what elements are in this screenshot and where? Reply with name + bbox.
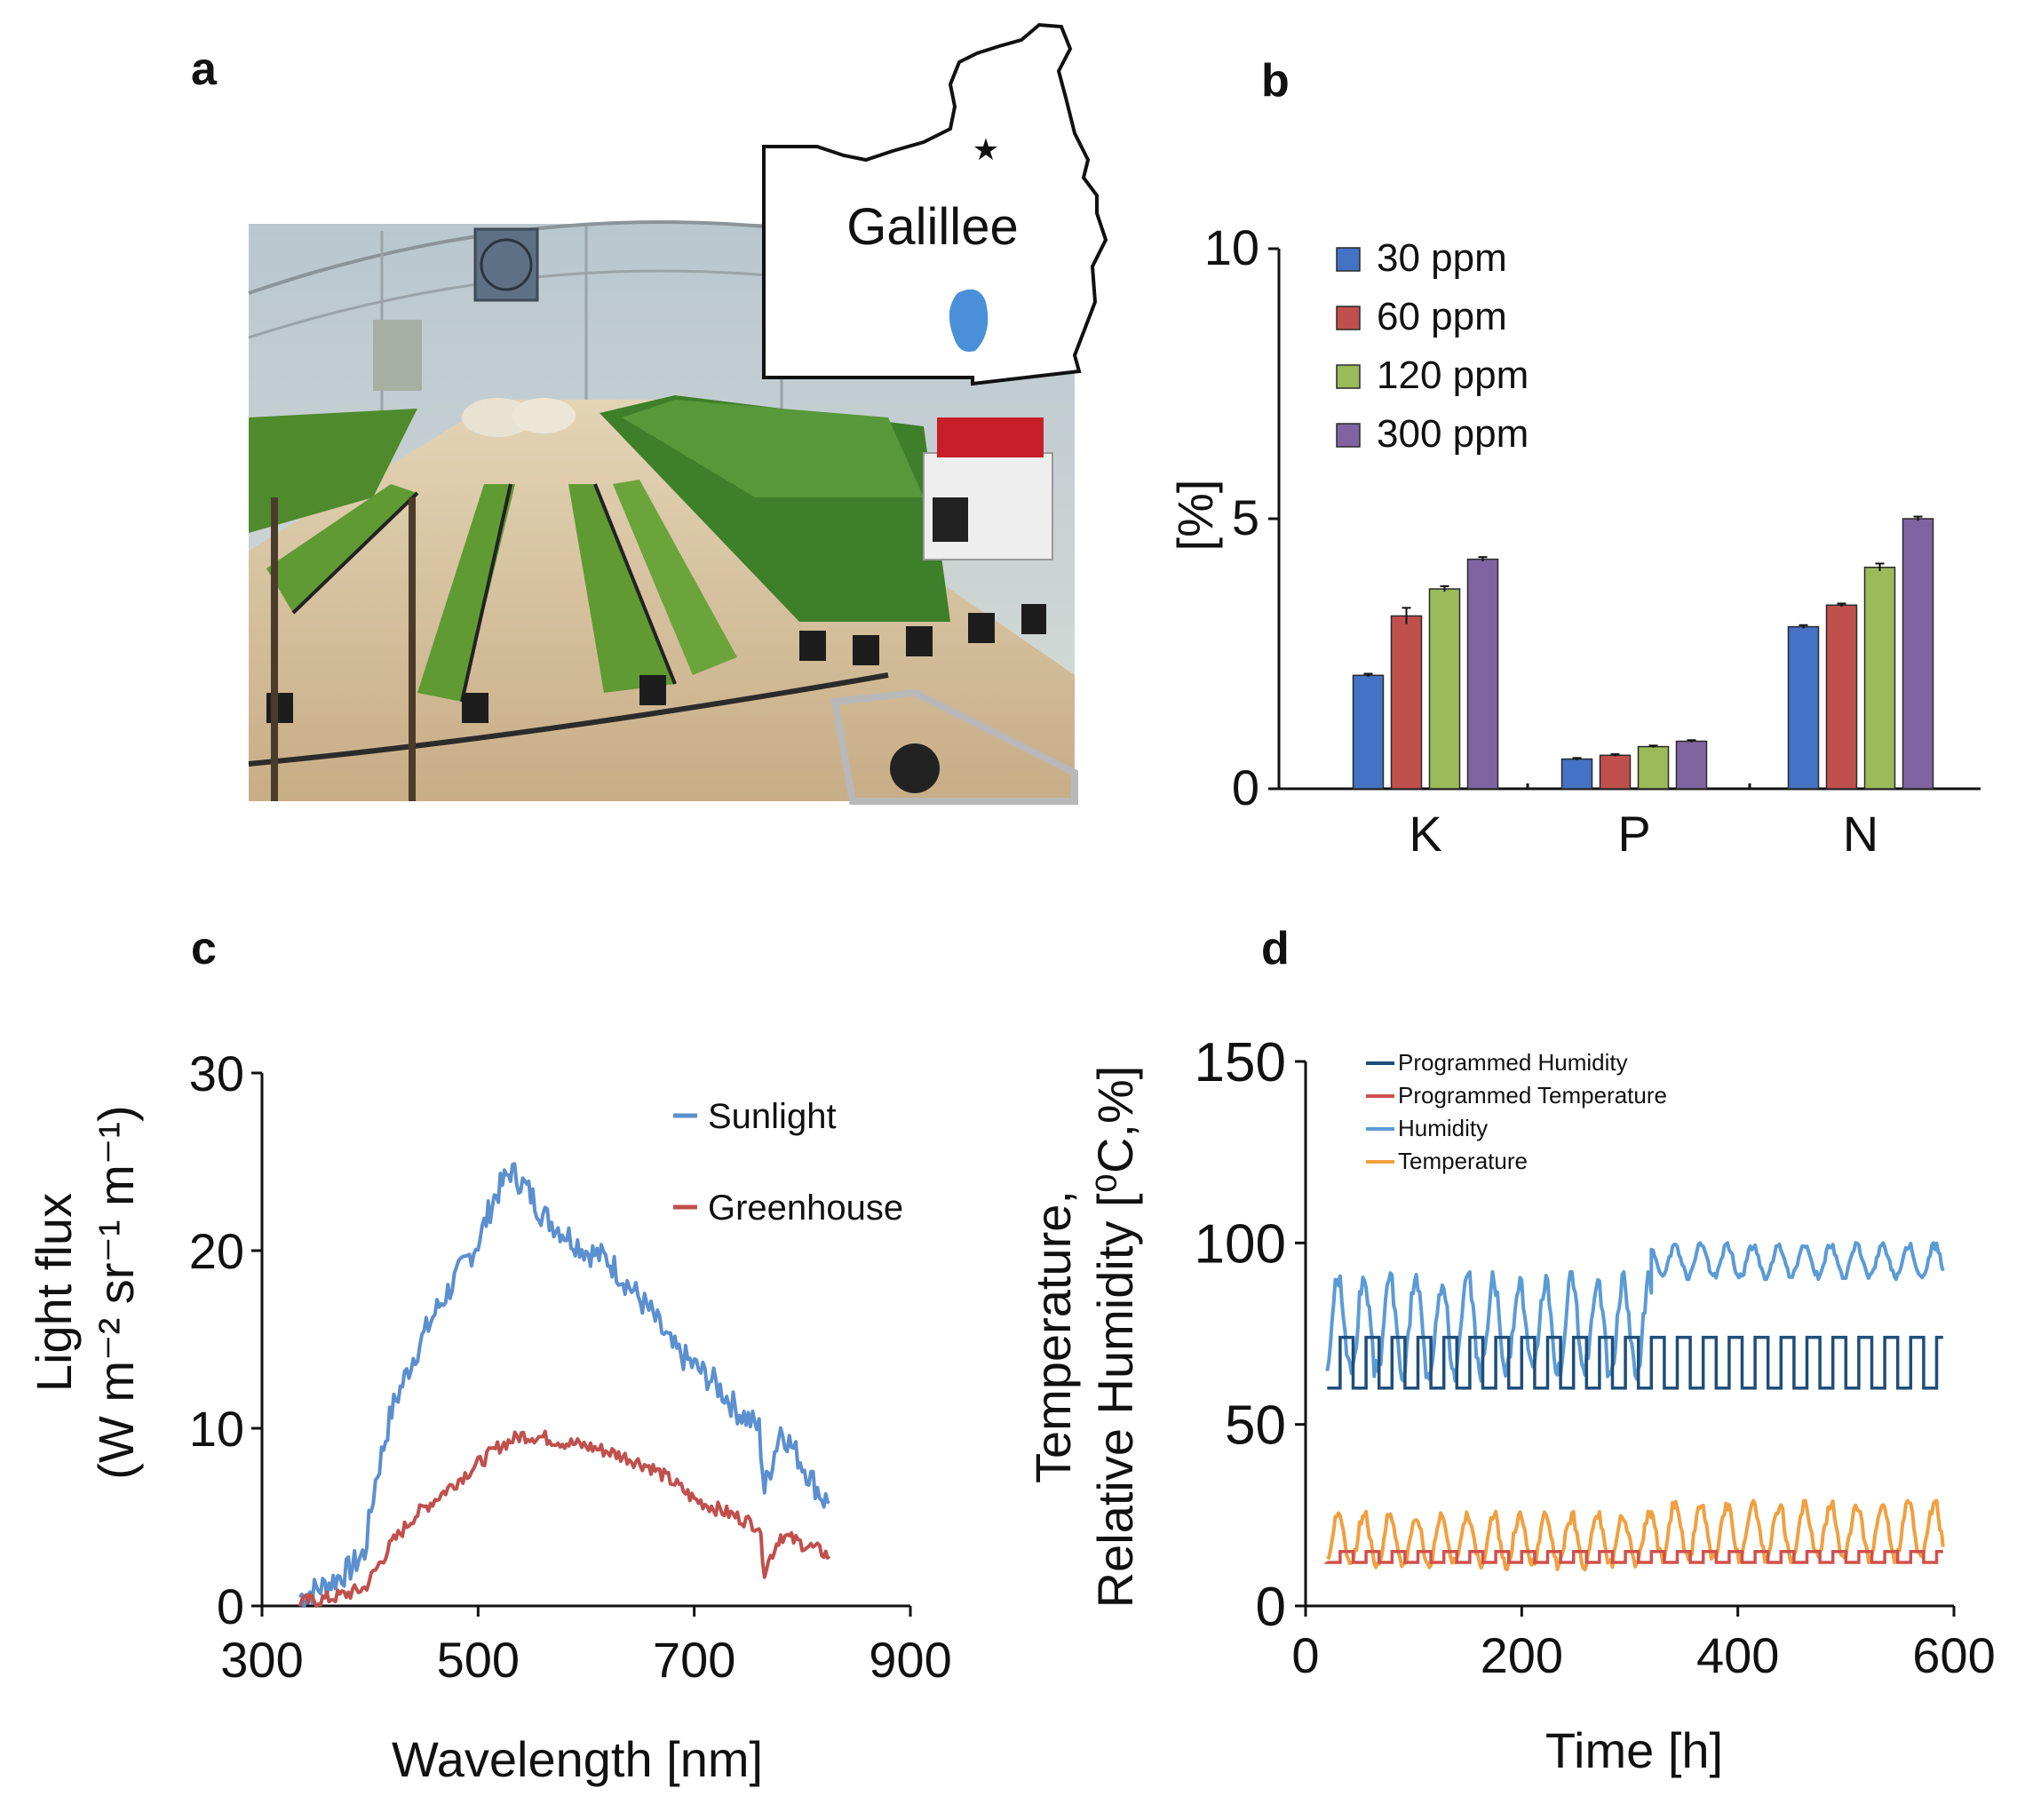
legend-label: Temperature: [1398, 1148, 1528, 1174]
y-tick-label: 0: [1232, 759, 1259, 815]
legend-swatch: [1336, 247, 1361, 272]
legend-swatch: [1336, 423, 1361, 448]
y-axis-label-line1: Light flux: [26, 1193, 82, 1392]
legend-label: Humidity: [1398, 1115, 1488, 1141]
climate-time-series-chart: Temperature, Relative Humidity [⁰C,%] Ti…: [1025, 1032, 1996, 1778]
y-axis-label-line2: Relative Humidity [⁰C,%]: [1087, 1066, 1143, 1609]
nutrient-bar-chart: [%] 0 5 10 K P N 30 ppm 60 ppm 120 ppm 300 ppm: [1167, 219, 1981, 862]
y-tick-label: 5: [1232, 489, 1259, 545]
x-tick-label: 700: [653, 1632, 735, 1688]
series-line-humidity: [1325, 1241, 1945, 1383]
legend-label: Programmed Humidity: [1398, 1049, 1628, 1076]
panel-label-c: c: [191, 923, 217, 974]
sea-of-galilee-lake: [949, 289, 989, 352]
bar: [1466, 558, 1499, 790]
series-line-greenhouse: [298, 1429, 831, 1609]
y-tick-label: 0: [1256, 1577, 1286, 1638]
series-line-temperature: [1326, 1498, 1945, 1572]
star-icon: ★: [973, 133, 999, 167]
y-tick-label: 20: [189, 1223, 244, 1279]
y-axis-label: [%]: [1167, 480, 1223, 552]
map-outline: [762, 22, 1108, 386]
bar: [1863, 566, 1896, 790]
panel-label-a: a: [191, 44, 218, 95]
x-tick-label: P: [1617, 806, 1650, 862]
x-tick-label: K: [1409, 806, 1441, 862]
legend-swatch: [1336, 306, 1361, 330]
x-tick-label: 600: [1912, 1627, 1995, 1683]
y-tick-label: 50: [1225, 1395, 1286, 1457]
bar: [1902, 518, 1934, 790]
light-flux-chart: Light flux (W m⁻² sr⁻¹ m⁻¹) Wavelength […: [26, 1045, 952, 1787]
x-axis-label: Time [h]: [1545, 1722, 1723, 1778]
legend-swatch: [1336, 364, 1361, 389]
bar: [1637, 745, 1670, 790]
legend-label: 60 ppm: [1377, 295, 1507, 338]
bar: [1675, 740, 1708, 790]
y-tick-label: 10: [189, 1401, 244, 1457]
galilee-map: ★ Galillee: [762, 22, 1108, 386]
x-tick-label: 900: [869, 1632, 951, 1688]
y-tick-label: 0: [217, 1578, 244, 1634]
y-tick-label: 100: [1195, 1213, 1286, 1275]
x-tick-label: N: [1843, 806, 1878, 862]
panel-label-b: b: [1261, 55, 1290, 107]
bar: [1787, 625, 1820, 790]
map-label: Galillee: [846, 198, 1018, 256]
x-tick-label: 400: [1696, 1627, 1779, 1683]
y-tick-label: 10: [1204, 219, 1259, 275]
bar: [1560, 758, 1593, 790]
series-line-sunlight: [298, 1162, 830, 1609]
y-tick-label: 30: [189, 1045, 244, 1101]
x-tick-label: 500: [437, 1632, 520, 1688]
x-tick-label: 0: [1291, 1627, 1319, 1683]
x-axis-label: Wavelength [nm]: [392, 1731, 763, 1787]
legend-label: Greenhouse: [708, 1188, 903, 1228]
series-line-programmed-humidity: [1327, 1335, 1943, 1390]
x-tick-label: 200: [1481, 1627, 1563, 1683]
bar: [1599, 754, 1632, 790]
legend-label: Sunlight: [708, 1097, 837, 1136]
bar: [1390, 615, 1423, 790]
y-axis-label-line2: (W m⁻² sr⁻¹ m⁻¹): [88, 1105, 144, 1479]
bar: [1428, 588, 1461, 790]
bar: [1825, 604, 1858, 790]
legend: 30 ppm 60 ppm 120 ppm 300 ppm: [1336, 236, 1529, 456]
series-line-programmed-temperature: [1323, 1549, 1943, 1564]
y-tick-label: 150: [1195, 1032, 1286, 1093]
legend-label: Programmed Temperature: [1398, 1082, 1667, 1109]
y-axis-label-line1: Temperature,: [1025, 1190, 1081, 1483]
legend-label: 120 ppm: [1377, 354, 1529, 397]
legend: Programmed Humidity Programmed Temperatur…: [1366, 1049, 1667, 1174]
x-tick-label: 300: [220, 1632, 303, 1688]
legend-label: 30 ppm: [1377, 236, 1507, 280]
bar: [1352, 674, 1385, 790]
panel-label-d: d: [1261, 923, 1290, 974]
legend-label: 300 ppm: [1377, 412, 1529, 456]
legend: Sunlight Greenhouse: [673, 1097, 903, 1228]
